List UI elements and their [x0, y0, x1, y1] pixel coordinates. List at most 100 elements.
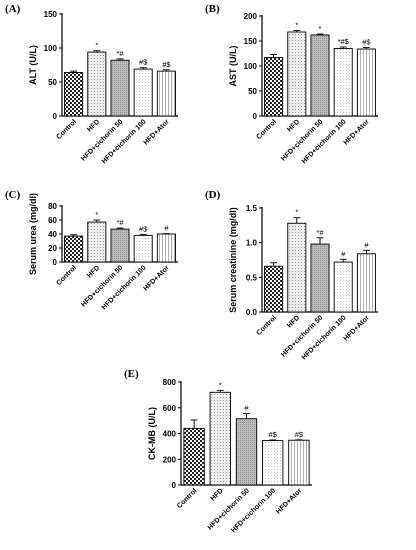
category-label: HFD+cichorin 100: [101, 264, 148, 311]
category-label: HFD: [86, 264, 101, 279]
bar-2: [287, 31, 307, 117]
bar-2: [287, 222, 307, 313]
bar-1: [64, 235, 84, 263]
significance-label: #$: [362, 38, 371, 47]
category-label: HFD+cichorin 100: [101, 118, 148, 165]
category-label: HFD+cichorin 100: [230, 487, 277, 534]
bar-5: [356, 48, 376, 117]
significance-label: *: [219, 380, 222, 389]
bar-1: [64, 72, 84, 117]
y-axis-label: Serum urea (mg/dl): [28, 193, 38, 275]
category-label: Control: [255, 118, 278, 141]
chart-panel-3: (C) 0 20 40 60 80 Serum urea (mg/dl) Control * HF…: [5, 189, 178, 311]
bar-4: [333, 48, 353, 117]
y-tick-label: 150: [44, 10, 58, 19]
category-label: HFD+Ator: [143, 264, 171, 292]
panel-label: (E): [124, 368, 139, 380]
category-label: HFD+Ator: [343, 314, 371, 342]
y-tick-label: 0: [53, 112, 58, 121]
y-tick-label: 0.5: [246, 273, 258, 282]
y-tick-label: 0: [253, 112, 258, 121]
bar-1: [183, 427, 205, 486]
significance-label: *: [295, 21, 298, 30]
category-label: HFD+cichorin 50: [280, 314, 324, 358]
bar-3: [235, 418, 258, 486]
y-tick-label: 100: [44, 44, 58, 53]
y-tick-label: 40: [48, 230, 57, 239]
category-label: HFD+Ator: [275, 487, 303, 515]
bar-3: [110, 59, 130, 117]
y-axis-label: ALT (U/L): [28, 45, 38, 85]
y-axis-label: CK-MB (U/L): [147, 407, 157, 460]
category-label: HFD+Ator: [143, 118, 171, 146]
y-tick-label: 100: [244, 62, 258, 71]
significance-label: #$: [295, 430, 304, 439]
significance-label: *: [95, 41, 98, 50]
category-label: HFD+cichorin 50: [80, 264, 124, 308]
category-label: Control: [55, 118, 78, 141]
significance-label: #: [364, 240, 369, 249]
y-axis-label: AST (U/L): [228, 46, 238, 87]
y-tick-label: 1.5: [246, 204, 258, 213]
chart-panel-2: (B) 0 50 100 150 200 AST (U/L) Control * HFD * HFD+…: [205, 3, 378, 165]
bar-3: [310, 34, 330, 117]
category-label: HFD+cichorin 50: [80, 118, 124, 162]
category-label: HFD+cichorin 100: [301, 118, 348, 165]
category-label: Control: [55, 264, 78, 287]
y-tick-label: 0: [172, 481, 177, 490]
category-label: HFD: [210, 487, 225, 502]
bar-4: [262, 440, 284, 486]
category-label: Control: [176, 487, 199, 510]
y-axis-label: Serum creatinine (mg/dl): [228, 207, 238, 313]
y-tick-label: 800: [163, 378, 177, 387]
significance-label: *: [295, 208, 298, 217]
bar-3: [310, 243, 330, 313]
y-tick-label: 400: [163, 430, 177, 439]
y-tick-label: 150: [244, 37, 258, 46]
category-label: HFD+cichorin 100: [301, 314, 348, 361]
bar-3: [110, 228, 130, 263]
bar-2: [87, 221, 107, 263]
y-tick-label: 20: [48, 244, 57, 253]
category-label: Control: [255, 314, 278, 337]
significance-label: #$: [162, 60, 171, 69]
y-tick-label: 200: [163, 455, 177, 464]
bar-4: [133, 68, 153, 117]
y-tick-label: 0: [53, 258, 58, 267]
panel-label: (D): [205, 189, 221, 201]
panel-label: (B): [205, 3, 220, 15]
significance-label: *: [319, 24, 322, 33]
bar-1: [264, 57, 284, 117]
bar-2: [87, 51, 107, 117]
y-tick-label: 60: [48, 216, 57, 225]
y-tick-label: 1.0: [246, 239, 258, 248]
y-tick-label: 50: [48, 78, 57, 87]
bar-1: [264, 265, 284, 313]
significance-label: #$: [269, 430, 278, 439]
bar-5: [288, 439, 310, 486]
chart-panel-4: (D) 0.0 0.5 1.0 1.5 Serum creatinine (mg/dl) C…: [205, 189, 378, 361]
chart-panel-5: (E) 0 200 400 600 800 CK-MB (U/L) Control * HFD # H…: [124, 368, 312, 534]
y-tick-label: 200: [244, 12, 258, 21]
category-label: HFD+cichorin 50: [280, 118, 324, 162]
bar-2: [209, 391, 231, 486]
significance-label: *#: [116, 49, 124, 58]
bar-5: [356, 253, 376, 313]
y-tick-label: 50: [248, 87, 257, 96]
significance-label: #$: [139, 224, 148, 233]
category-label: HFD: [286, 118, 301, 133]
category-label: HFD: [286, 314, 301, 329]
significance-label: *#$: [338, 37, 350, 46]
y-tick-label: 600: [163, 404, 177, 413]
category-label: HFD: [86, 118, 101, 133]
category-label: HFD+Ator: [343, 118, 371, 146]
significance-label: #: [244, 404, 249, 413]
bar-4: [333, 261, 353, 313]
significance-label: *#: [316, 228, 324, 237]
y-tick-label: 0.0: [246, 308, 258, 317]
bar-4: [133, 234, 153, 263]
bar-5: [156, 70, 176, 117]
significance-label: #: [164, 224, 169, 233]
panel-label: (C): [5, 189, 21, 201]
